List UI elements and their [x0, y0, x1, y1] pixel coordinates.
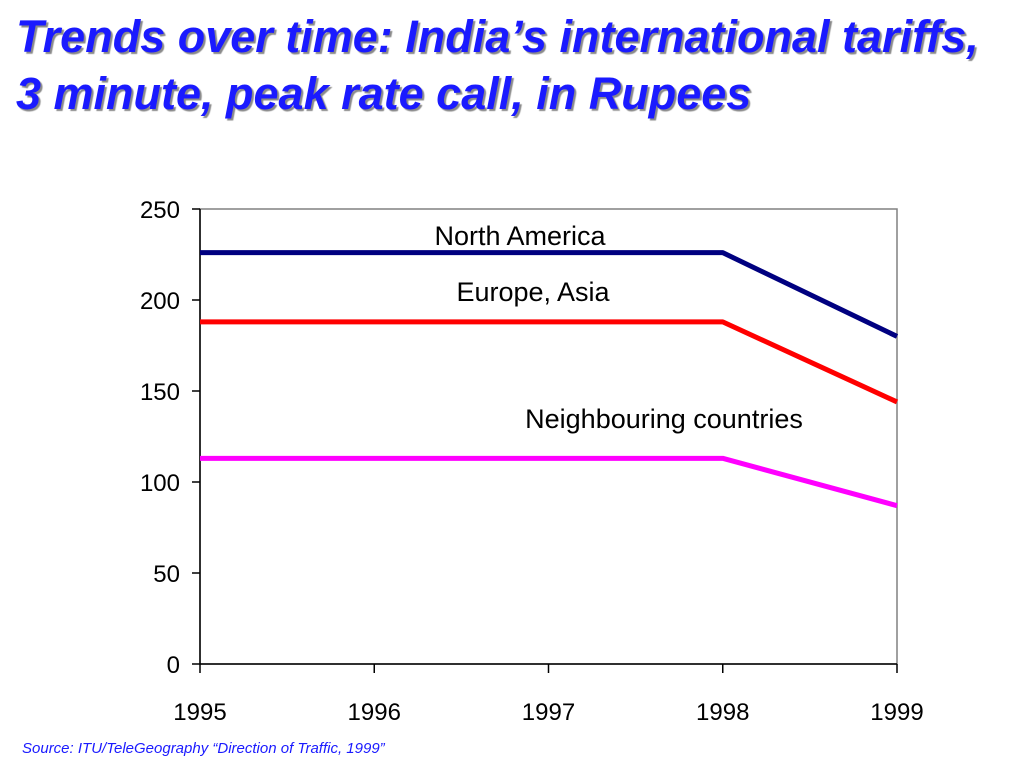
y-tick-label: 250 [140, 197, 180, 224]
chart-series-labels: North America Europe, Asia Neighbouring co… [434, 221, 802, 434]
y-tick-label: 100 [140, 470, 180, 497]
series-line [200, 250, 899, 339]
x-tick-label: 1996 [348, 699, 401, 726]
y-tick-label: 0 [167, 652, 180, 679]
x-tick-label: 1995 [173, 699, 226, 726]
chart-series [200, 250, 899, 509]
y-tick-label: 50 [153, 561, 180, 588]
x-tick-label: 1998 [696, 699, 749, 726]
y-tick-label: 200 [140, 288, 180, 315]
chart-axes: 0 50 100 150 200 250 1995 1996 1997 1998 1999 [140, 197, 924, 726]
chart-title: Trends over time: India’s international … [16, 11, 979, 119]
line-chart: 0 50 100 150 200 250 1995 1996 1997 1998 1999 Nort… [140, 197, 924, 726]
x-tick-label: 1999 [870, 699, 923, 726]
y-tick-label: 150 [140, 379, 180, 406]
x-tick-label: 1997 [522, 699, 575, 726]
series-line [200, 319, 899, 405]
source-note: Source: ITU/TeleGeography “Direction of … [22, 740, 385, 757]
series-label: Neighbouring countries [525, 404, 803, 434]
series-label: Europe, Asia [456, 277, 610, 307]
series-label: North America [434, 221, 606, 251]
series-line [200, 455, 898, 509]
